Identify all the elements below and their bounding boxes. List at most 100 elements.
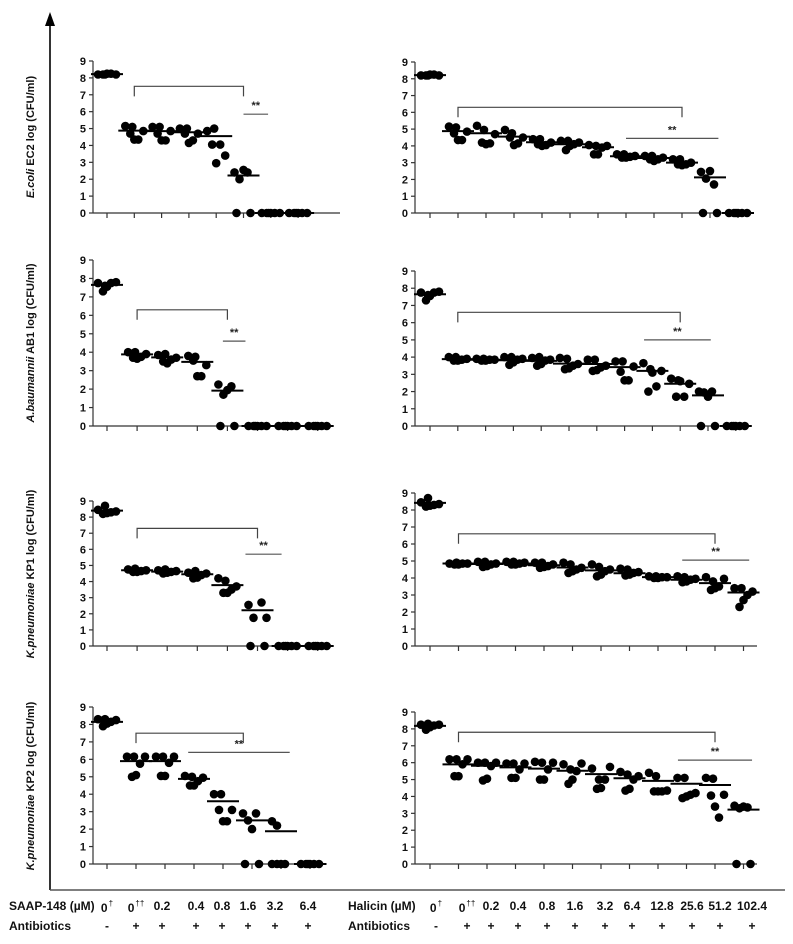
data-point — [246, 208, 255, 218]
concentration-cell: 0† — [429, 899, 443, 915]
data-point — [691, 788, 700, 798]
dagger-marker: †† — [135, 899, 145, 908]
data-point — [634, 567, 643, 577]
y-tick-label: 5 — [402, 556, 408, 568]
concentration-cell: 102.4 — [736, 899, 768, 913]
y-tick-label: 3 — [402, 158, 408, 170]
data-point — [593, 149, 603, 159]
data-point — [202, 126, 212, 136]
data-point — [251, 809, 261, 818]
data-point — [662, 786, 672, 795]
concentration-cell: 0.4 — [187, 899, 205, 913]
data-point — [530, 757, 540, 767]
data-point — [730, 583, 739, 593]
data-point — [701, 174, 711, 183]
data-point — [513, 139, 523, 148]
data-point — [220, 151, 230, 160]
data-point — [574, 138, 584, 147]
concentration-cell: 3.2 — [596, 899, 614, 913]
significance-label: ** — [230, 327, 239, 339]
concentration-cell: 0.8 — [538, 899, 556, 913]
concentration-cell: 6.4 — [623, 899, 641, 913]
data-point — [155, 122, 164, 132]
data-point — [708, 577, 718, 586]
data-point — [708, 774, 718, 784]
y-tick-label: 3 — [80, 157, 86, 169]
data-point — [679, 392, 689, 402]
data-point — [151, 752, 161, 762]
data-point — [134, 135, 143, 144]
data-point — [652, 382, 661, 391]
y-tick-label: 0 — [80, 208, 86, 220]
y-tick-label: 2 — [80, 609, 86, 621]
data-point — [482, 774, 492, 784]
data-point — [262, 613, 271, 623]
y-tick-label: 6 — [80, 310, 86, 322]
y-tick-label: 0 — [80, 859, 86, 871]
y-tick-label: 9 — [402, 707, 408, 719]
y-tick-label: 2 — [402, 607, 408, 619]
data-point — [182, 124, 192, 133]
data-point — [666, 374, 676, 383]
y-tick-label: 0 — [80, 421, 86, 433]
data-point — [509, 759, 518, 768]
data-point — [577, 759, 586, 768]
data-point — [623, 565, 632, 574]
concentration-cell: 6.4 — [299, 899, 317, 913]
data-point — [709, 180, 719, 189]
significance-label: ** — [259, 540, 268, 552]
y-axis-label: A.baumannii AB1 log (CFU/ml) — [25, 263, 37, 423]
antibiotics-cell: + — [158, 919, 166, 933]
data-point — [714, 582, 724, 591]
right-drug-label: Halicin (µM) — [348, 899, 416, 913]
panel-left-3: 0 1 2 3 4 5 6 7 8 9 K.pneumoniae KP1 log (CFU/ml) *… — [25, 489, 334, 658]
data-point — [235, 174, 244, 184]
y-tick-label: 2 — [402, 825, 408, 837]
data-point — [240, 859, 250, 869]
y-tick-label: 1 — [402, 191, 408, 203]
y-tick-label: 3 — [80, 593, 86, 605]
data-point — [444, 122, 454, 131]
right-antibiotics-label: Antibiotics — [348, 919, 410, 933]
y-tick-label: 0 — [402, 641, 408, 653]
y-tick-label: 2 — [80, 174, 86, 186]
y-tick-label: 7 — [80, 528, 86, 540]
data-point — [202, 360, 211, 370]
y-axis-label: K.pneumoniae KP2 log (CFU/ml) — [25, 701, 37, 870]
y-tick-label: 8 — [402, 724, 408, 736]
y-tick-label: 0 — [402, 421, 408, 433]
data-point — [534, 352, 544, 362]
data-point — [257, 598, 266, 607]
concentration-cell: 1.6 — [566, 899, 584, 913]
data-point — [423, 493, 433, 503]
y-tick-label: 6 — [80, 107, 86, 119]
data-point — [605, 762, 615, 772]
data-point — [188, 136, 198, 145]
y-tick-label: 3 — [80, 366, 86, 378]
concentration-cell: 0†† — [127, 899, 145, 915]
y-tick-label: 3 — [80, 807, 86, 819]
data-point — [671, 392, 681, 402]
significance-label: ** — [673, 326, 682, 338]
data-point — [602, 141, 612, 151]
significance-label: ** — [711, 746, 720, 758]
data-point — [214, 805, 224, 815]
data-point — [485, 139, 495, 148]
data-point — [502, 759, 511, 768]
concentration-cell: 51.2 — [708, 899, 732, 913]
data-point — [537, 758, 547, 767]
data-point — [618, 357, 627, 366]
data-point — [559, 760, 568, 769]
concentration-cell: 25.6 — [680, 899, 704, 913]
panel-left-4: 0 1 2 3 4 5 6 7 8 9 K.pneumoniae KP2 log (CFU/ml) *… — [25, 701, 327, 871]
data-point — [624, 376, 633, 385]
data-point — [507, 129, 517, 138]
y-tick-label: 9 — [402, 488, 408, 500]
significance-label: ** — [711, 546, 720, 558]
data-point — [625, 784, 634, 794]
y-tick-label: 6 — [80, 754, 86, 766]
antibiotics-cell: + — [132, 919, 140, 933]
y-tick-label: 9 — [402, 57, 408, 69]
y-tick-label: 3 — [402, 369, 408, 381]
